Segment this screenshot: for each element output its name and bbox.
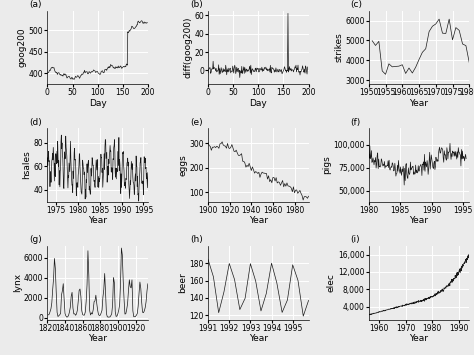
Y-axis label: beer: beer: [178, 272, 187, 293]
X-axis label: Year: Year: [410, 99, 428, 108]
X-axis label: Year: Year: [249, 217, 268, 225]
Text: (b): (b): [190, 0, 203, 9]
Y-axis label: goog200: goog200: [18, 28, 27, 67]
Y-axis label: lynx: lynx: [13, 273, 22, 292]
Text: (h): (h): [190, 235, 203, 245]
X-axis label: Day: Day: [89, 99, 107, 108]
X-axis label: Day: Day: [249, 99, 267, 108]
X-axis label: Year: Year: [410, 217, 428, 225]
Y-axis label: elec: elec: [327, 273, 336, 292]
X-axis label: Year: Year: [88, 334, 107, 343]
Text: (c): (c): [351, 0, 363, 9]
X-axis label: Year: Year: [249, 334, 268, 343]
Text: (f): (f): [351, 118, 361, 127]
Text: (a): (a): [29, 0, 42, 9]
Text: (g): (g): [29, 235, 42, 245]
X-axis label: Year: Year: [88, 217, 107, 225]
Y-axis label: strikes: strikes: [334, 33, 343, 62]
Y-axis label: diff(goog200): diff(goog200): [183, 17, 192, 78]
Text: (d): (d): [29, 118, 42, 127]
X-axis label: Year: Year: [410, 334, 428, 343]
Text: (i): (i): [351, 235, 360, 245]
Y-axis label: eggs: eggs: [178, 154, 187, 176]
Y-axis label: hsales: hsales: [22, 151, 31, 179]
Text: (e): (e): [190, 118, 203, 127]
Y-axis label: pigs: pigs: [322, 156, 331, 174]
